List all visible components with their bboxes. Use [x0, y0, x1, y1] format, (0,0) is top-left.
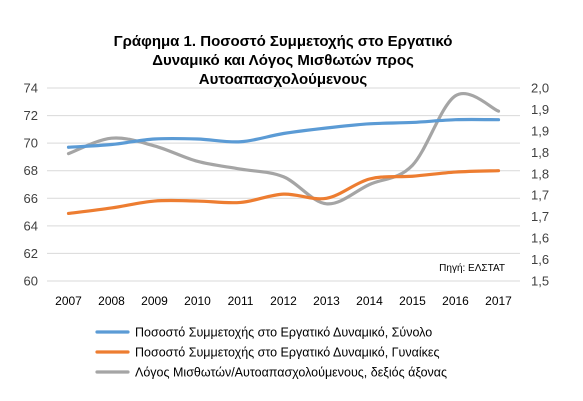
- right-y-tick-label: 1,6: [531, 231, 549, 246]
- x-axis: 2007 2008 2009 2010 2011 2012 2013 2014 2015 2016…: [55, 294, 512, 308]
- chart-title-line-1: Γράφημα 1. Ποσοστό Συμμετοχής στο Εργατι…: [114, 33, 453, 50]
- series-line-1: [66, 117, 501, 149]
- legend: Ποσοστό Συμμετοχής στο Εργατικό Δυναμικό…: [95, 326, 447, 380]
- gridlines: [47, 87, 520, 282]
- left-y-tick-label: 64: [24, 218, 38, 233]
- left-y-tick-label: 66: [24, 191, 38, 206]
- x-tick-label: 2017: [485, 294, 512, 308]
- right-y-tick-label: 2,0: [531, 81, 549, 96]
- series-line-3: [66, 92, 501, 206]
- chart-title-line-2: Δυναμικό και Λόγος Μισθωτών προς: [152, 52, 414, 69]
- left-y-axis: 60 62 64 66 68 70 72 74: [24, 81, 38, 289]
- right-y-tick-label: 1,7: [531, 188, 549, 203]
- legend-label: Ποσοστό Συμμετοχής στο Εργατικό Δυναμικό…: [135, 326, 432, 340]
- x-tick-label: 2014: [356, 294, 383, 308]
- x-tick-label: 2009: [141, 294, 168, 308]
- left-y-tick-label: 70: [24, 136, 38, 151]
- x-tick-label: 2013: [313, 294, 340, 308]
- x-tick-label: 2011: [228, 294, 254, 308]
- right-y-tick-label: 1,9: [531, 102, 549, 117]
- x-tick-label: 2015: [399, 294, 426, 308]
- x-tick-label: 2012: [270, 294, 297, 308]
- right-y-tick-label: 1,7: [531, 209, 549, 224]
- legend-label: Λόγος Μισθωτών/Αυτοαπασχολούμενους, δεξι…: [135, 366, 447, 380]
- series-line-2: [66, 169, 501, 216]
- right-y-tick-label: 1,8: [531, 166, 549, 181]
- left-y-tick-label: 68: [24, 163, 38, 178]
- right-y-tick-label: 1,5: [531, 274, 549, 289]
- x-tick-label: 2010: [184, 294, 211, 308]
- right-y-axis: 1,5 1,6 1,6 1,7 1,7 1,8 1,8 1,9 1,9 2,0: [531, 81, 549, 289]
- x-tick-label: 2016: [442, 294, 469, 308]
- source-label: Πηγή: ΕΛΣΤΑΤ: [439, 262, 505, 274]
- left-y-tick-label: 60: [24, 274, 38, 289]
- chart-title-line-3: Αυτοαπασχολούμενους: [199, 71, 368, 88]
- left-y-tick-label: 74: [24, 81, 38, 96]
- series-lines: [66, 92, 501, 216]
- left-y-tick-label: 72: [24, 108, 38, 123]
- x-tick-label: 2007: [55, 294, 82, 308]
- x-tick-label: 2008: [98, 294, 125, 308]
- left-y-tick-label: 62: [24, 246, 38, 261]
- legend-label: Ποσοστό Συμμετοχής στο Εργατικό Δυναμικό…: [135, 346, 439, 360]
- right-y-tick-label: 1,6: [531, 252, 549, 267]
- right-y-tick-label: 1,9: [531, 123, 549, 138]
- right-y-tick-label: 1,8: [531, 145, 549, 160]
